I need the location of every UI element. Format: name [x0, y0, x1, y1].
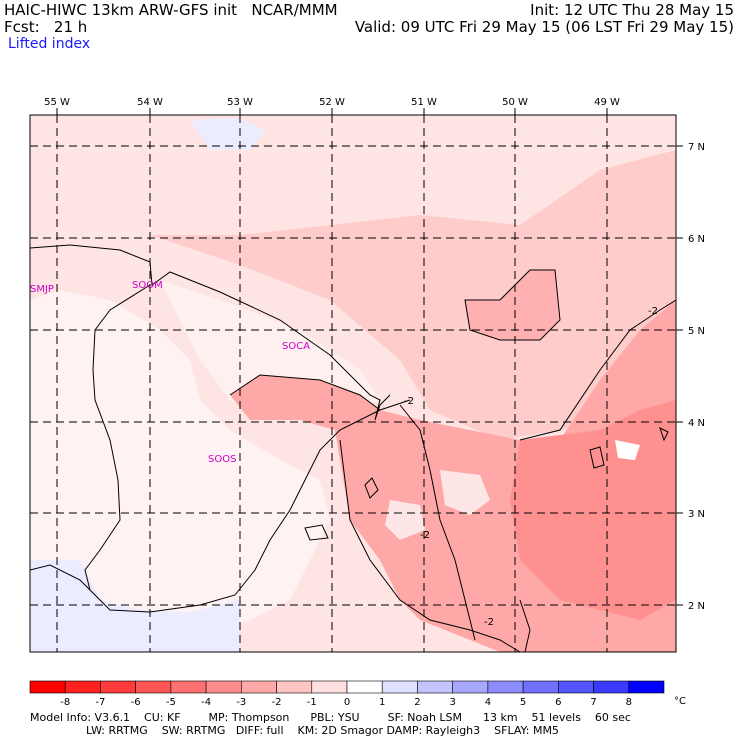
lon-label: 52 W: [319, 97, 345, 108]
init-time: Init: 12 UTC Thu 28 May 15: [530, 1, 734, 19]
colorbar-tick-label: 3: [449, 697, 455, 708]
contour-loop-3: [304, 524, 329, 541]
colorbar-swatch: [381, 680, 418, 694]
colorbar-swatch: [135, 680, 172, 694]
contour-label: -2: [420, 530, 430, 541]
colorbar-swatch: [417, 680, 453, 694]
colorbar-swatch: [205, 680, 242, 694]
colorbar-tick-label: 5: [520, 697, 526, 708]
lon-label: 54 W: [137, 97, 163, 108]
field-near-zero: [30, 290, 330, 652]
contour-lines: [229, 269, 676, 652]
field-pocket-1: [440, 470, 490, 515]
station-label: SOOM: [132, 280, 163, 291]
colorbar-tick-label: -8: [60, 697, 70, 708]
contour-line-3: [519, 299, 676, 441]
station-label: SOOS: [208, 454, 236, 465]
field-minus-1: [150, 150, 676, 440]
colorbar-swatch: [346, 680, 383, 694]
contour-labels: -2 -2 -2 -2: [404, 306, 658, 628]
station-labels: SMJP SOOM SOCA SOOS: [30, 280, 310, 465]
contour-label: -2: [484, 617, 494, 628]
lat-label: 4 N: [688, 418, 705, 429]
colorbar-tick-label: -2: [272, 697, 282, 708]
lat-label: 7 N: [688, 142, 705, 153]
colorbar-swatch: [241, 680, 277, 694]
contour-label: -2: [648, 306, 658, 317]
gridlines: [30, 115, 676, 652]
colorbar-swatch: [487, 680, 524, 694]
contour-loop-1: [364, 477, 379, 499]
field-pocket-3: [615, 440, 640, 460]
lon-label: 53 W: [227, 97, 253, 108]
field-name: Lifted index: [8, 36, 91, 52]
colorbar-tick-label: -4: [201, 697, 211, 708]
border-west: [84, 284, 381, 613]
forecast-hour: Fcst: 21 h: [4, 18, 88, 36]
colorbar-tick-label: 7: [590, 697, 596, 708]
contour-loop-4: [659, 427, 669, 442]
colorbar-swatch: [593, 680, 630, 694]
colorbar-tick-label: 8: [626, 697, 632, 708]
border-east: [399, 404, 476, 641]
colorbar-swatch: [558, 680, 594, 694]
lon-label: 50 W: [502, 97, 528, 108]
model-info-line2: LW: RRTMG SW: RRTMG DIFF: full KM: 2D Sm…: [30, 724, 559, 737]
lat-label: 3 N: [688, 509, 705, 520]
field-positive-n: [190, 118, 265, 150]
colorbar-tick-label: -3: [236, 697, 246, 708]
colorbar-tick-label: -5: [166, 697, 176, 708]
colorbar-unit: °C: [674, 696, 686, 707]
colorbar-swatch: [628, 680, 665, 694]
contour-loop-2: [589, 446, 605, 469]
model-info-line1: Model Info: V3.6.1 CU: KF MP: Thompson P…: [30, 711, 631, 724]
colorbar-swatch: [64, 680, 101, 694]
border-se: [519, 599, 531, 652]
header-right: Init: 12 UTC Thu 28 May 15 Valid: 09 UTC…: [355, 2, 734, 36]
valid-time: Valid: 09 UTC Fri 29 May 15 (06 LST Fri …: [354, 18, 734, 36]
field-pocket-2: [385, 500, 425, 540]
map-frame: [29, 114, 677, 653]
lat-labels: 7 N 6 N 5 N 4 N 3 N 2 N: [688, 142, 705, 612]
model-title: HAIC-HIWC 13km ARW-GFS init NCAR/MMM: [4, 1, 338, 19]
lon-label: 51 W: [411, 97, 437, 108]
colorbar-tick-label: -7: [95, 697, 105, 708]
colorbar-swatch: [170, 680, 207, 694]
lat-label: 5 N: [688, 326, 705, 337]
colorbar-swatch: [29, 680, 66, 694]
contour-line-1: [229, 374, 411, 411]
lon-labels: 55 W 54 W 53 W 52 W 51 W 50 W 49 W: [44, 97, 620, 108]
coastline-and-borders: [30, 244, 531, 652]
colorbar-tick-label: 6: [555, 697, 561, 708]
colorbar-swatch: [311, 680, 348, 694]
header-left: HAIC-HIWC 13km ARW-GFS init NCAR/MMM Fcs…: [4, 2, 338, 36]
contour-label: -2: [404, 396, 414, 407]
coastline: [30, 244, 391, 421]
colorbar-tick-label: -6: [131, 697, 141, 708]
colorbar-tick-label: -1: [307, 697, 317, 708]
colorbar-swatch: [276, 680, 313, 694]
colorbar-tick-label: 2: [414, 697, 420, 708]
field-minus-2-north: [465, 270, 560, 340]
contour-line-2: [339, 439, 521, 652]
lon-label: 49 W: [594, 97, 620, 108]
colorbar-tick-label: 0: [344, 697, 350, 708]
border-sw: [30, 564, 91, 591]
colorbar-swatch: [522, 680, 559, 694]
lat-label: 2 N: [688, 601, 705, 612]
colorbar: -8 -7 -6 -5 -4 -3 -2 -1 0 1 2 3 4 5 6 7 8: [29, 680, 665, 708]
colorbar-tick-label: 4: [485, 697, 491, 708]
lifted-index-field: [30, 115, 676, 652]
lon-label: 55 W: [44, 97, 70, 108]
colorbar-swatch: [100, 680, 136, 694]
lat-label: 6 N: [688, 234, 705, 245]
contour-line-4: [464, 269, 561, 341]
axis-ticks: [56, 108, 683, 606]
station-label: SOCA: [282, 341, 310, 352]
station-label: SMJP: [30, 284, 54, 295]
colorbar-tick-label: 1: [379, 697, 385, 708]
colorbar-swatch: [452, 680, 489, 694]
